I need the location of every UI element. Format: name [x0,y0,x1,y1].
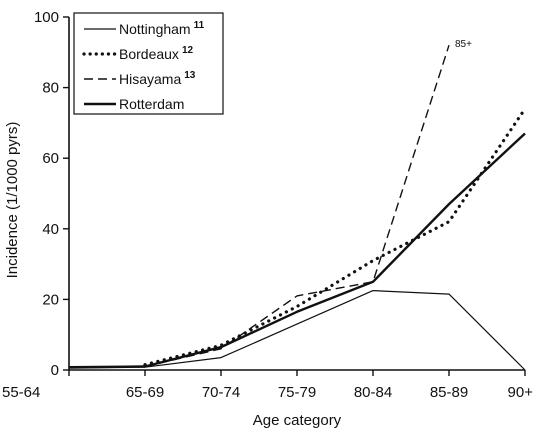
x-tick-label: 70-74 [202,384,240,401]
legend-reference: 11 [194,20,205,31]
x-axis-ticks: 55-64 65-69 70-74 75-79 80-84 85-89 90+ [2,370,533,401]
series-line-rotterdam [68,132,526,369]
legend: Nottingham 11 Bordeaux 12 Hisayama 13 Rotterda… [73,12,224,115]
x-tick-label: 90+ [508,384,534,401]
y-tick-label: 20 [42,291,59,308]
legend-label: Hisayama 13 [119,70,196,87]
legend-label: Bordeaux 12 [119,45,193,62]
legend-box [73,12,224,115]
legend-label: Rotterdam [119,96,184,112]
series-line-bordeaux [143,107,527,367]
y-tick-label: 60 [42,150,59,167]
annotation-layer: 85+ [455,39,472,50]
x-tick-label: 75-79 [278,384,316,401]
legend-reference: 13 [184,70,196,81]
y-tick-label: 0 [51,362,59,379]
legend-label: Nottingham 11 [119,20,205,37]
x-axis-title: Age category [253,412,342,429]
series-layer [68,44,527,371]
series-line-hisayama [144,44,450,368]
y-tick-label: 40 [42,221,59,238]
annotation-label: 85+ [455,39,472,50]
y-tick-label: 100 [34,9,59,26]
y-axis-ticks: 0 20 40 60 80 100 [34,9,69,379]
x-tick-label: 55-64 [2,384,40,401]
y-tick-label: 80 [42,80,59,97]
x-tick-label: 65-69 [126,384,164,401]
x-tick-label: 85-89 [430,384,468,401]
y-axis-title: Incidence (1/1000 pyrs) [4,122,21,279]
series-line-nottingham [68,290,526,371]
legend-reference: 12 [182,45,194,56]
x-tick-label: 80-84 [354,384,392,401]
